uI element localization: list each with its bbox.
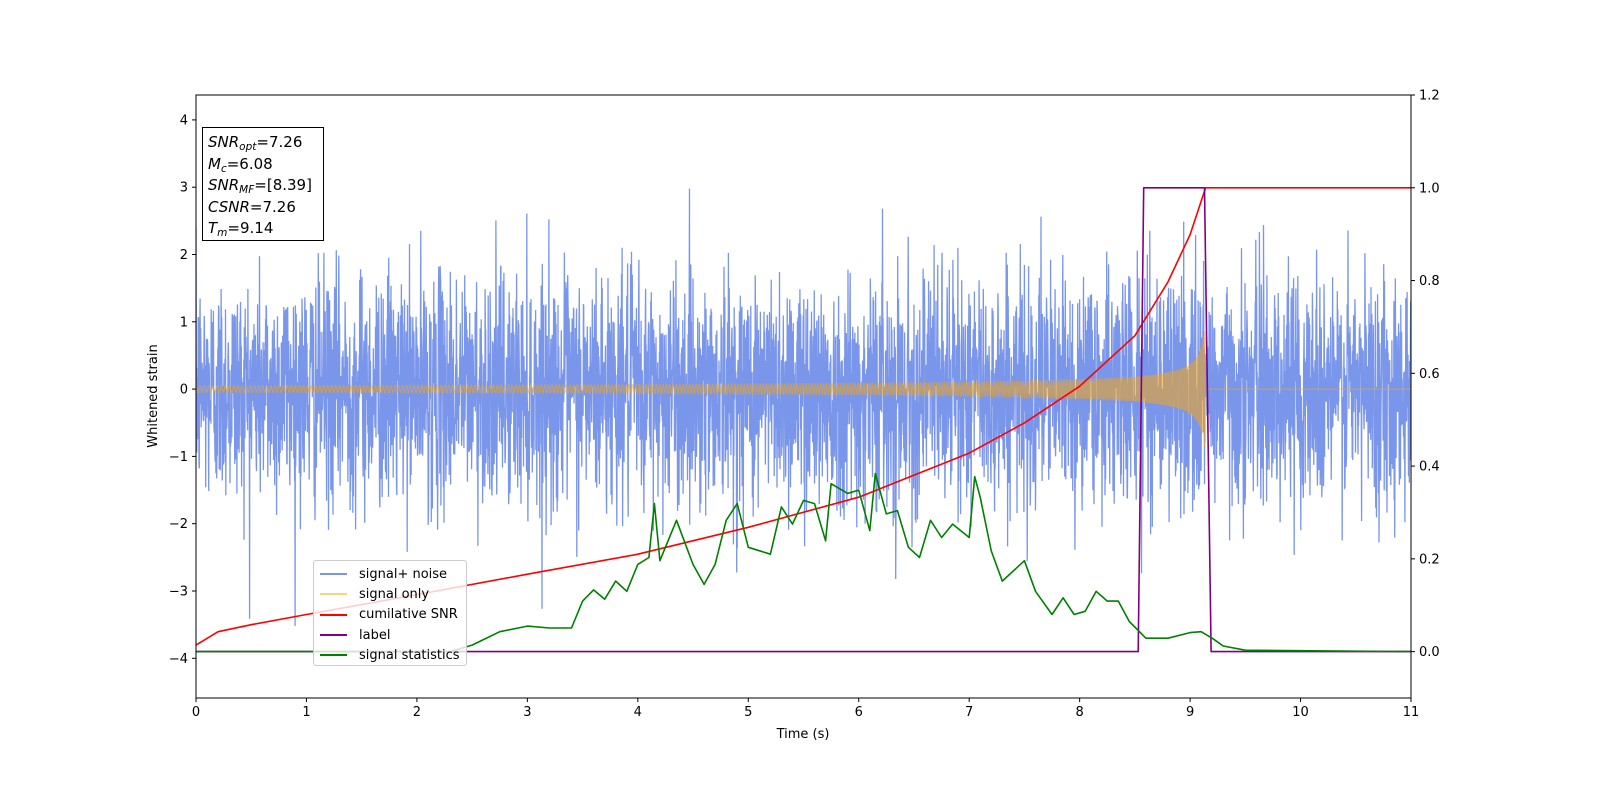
x-tick-label: 2 bbox=[413, 705, 421, 720]
y-axis-label: Whitened strain bbox=[146, 344, 161, 447]
y-right-tick-label: 1.2 bbox=[1419, 89, 1440, 104]
legend-label: cumilative SNR bbox=[359, 607, 458, 623]
legend-item-signal-only: signal only bbox=[320, 584, 466, 604]
y-left-tick-label: −1 bbox=[169, 450, 188, 465]
y-left-tick-label: 2 bbox=[180, 248, 188, 263]
x-tick-label: 11 bbox=[1403, 705, 1420, 720]
info-key: SNR bbox=[208, 176, 240, 194]
y-right-tick-label: 0.8 bbox=[1419, 274, 1440, 289]
x-axis-label: Time (s) bbox=[776, 727, 830, 742]
x-tick-label: 9 bbox=[1186, 705, 1194, 720]
legend-label: signal+ noise bbox=[359, 566, 448, 582]
x-tick-label: 6 bbox=[855, 705, 863, 720]
info-subscript: MF bbox=[239, 184, 255, 196]
legend-label: signal statistics bbox=[359, 647, 460, 663]
y-right-tick-label: 0.6 bbox=[1419, 367, 1440, 382]
info-value: =7.26 bbox=[249, 197, 296, 216]
x-tick-label: 1 bbox=[302, 705, 310, 720]
info-value: =7.26 bbox=[256, 133, 303, 151]
tm-line: Tm=9.14 bbox=[208, 218, 323, 240]
snr-opt-line: SNRopt=7.26 bbox=[208, 132, 323, 154]
y-left-tick-label: −4 bbox=[169, 652, 188, 667]
legend-item-cumulative-snr: cumilative SNR bbox=[320, 605, 466, 625]
legend-label: label bbox=[359, 627, 391, 643]
legend-swatch bbox=[320, 593, 347, 596]
legend-swatch bbox=[320, 613, 347, 616]
y-left-tick-label: 0 bbox=[180, 383, 188, 398]
x-tick-label: 10 bbox=[1292, 705, 1309, 720]
x-tick-label: 0 bbox=[192, 705, 200, 720]
info-textbox: SNRopt=7.26 Mc=6.08 SNRMF=[8.39] CSNR=7.… bbox=[202, 127, 324, 241]
info-key: SNR bbox=[208, 133, 240, 151]
ticks: 0 1 2 3 4 5 6 7 8 9 10 11 −4 −3 −2 −1 0 1 2 3 4 0.0 0.2 0.4 0.6 0… bbox=[169, 89, 1440, 721]
legend: signal+ noise signal only cumilative SNR… bbox=[313, 560, 467, 666]
axes-frame bbox=[195, 94, 1412, 699]
y-right-tick-label: 0.2 bbox=[1419, 552, 1440, 567]
y-right-tick-label: 0.4 bbox=[1419, 460, 1440, 475]
series-signal-statistics bbox=[196, 472, 1411, 653]
info-subscript: c bbox=[220, 162, 227, 175]
info-subscript: m bbox=[217, 227, 228, 239]
x-tick-label: 7 bbox=[965, 705, 973, 720]
series-label bbox=[196, 187, 1411, 653]
y-right-tick-label: 1.0 bbox=[1419, 181, 1440, 196]
legend-item-label: label bbox=[320, 625, 466, 645]
mc-line: Mc=6.08 bbox=[208, 154, 323, 176]
y-left-tick-label: 3 bbox=[180, 181, 188, 196]
x-tick-label: 3 bbox=[523, 705, 531, 720]
legend-swatch bbox=[320, 634, 347, 637]
snr-mf-line: SNRMF=[8.39] bbox=[208, 175, 323, 197]
x-tick-label: 8 bbox=[1075, 705, 1083, 720]
info-key: T bbox=[208, 219, 218, 237]
legend-item-signal-noise: signal+ noise bbox=[320, 564, 466, 584]
y-left-tick-label: −2 bbox=[169, 517, 188, 532]
x-tick-label: 4 bbox=[634, 705, 642, 720]
series-cumulative-snr bbox=[196, 187, 1411, 646]
y-left-tick-label: 1 bbox=[180, 315, 188, 330]
info-value: =6.08 bbox=[226, 154, 273, 173]
info-value: =9.14 bbox=[227, 219, 274, 237]
legend-item-signal-statistics: signal statistics bbox=[320, 645, 466, 665]
info-subscript: opt bbox=[239, 141, 257, 153]
legend-swatch bbox=[320, 573, 347, 576]
info-key: CSNR bbox=[208, 197, 250, 216]
info-key: M bbox=[208, 154, 221, 173]
legend-label: signal only bbox=[359, 586, 430, 602]
y-right-tick-label: 0.0 bbox=[1419, 645, 1440, 660]
x-tick-label: 5 bbox=[744, 705, 752, 720]
csnr-line: CSNR=7.26 bbox=[208, 197, 323, 219]
series-signal-only bbox=[196, 331, 1411, 448]
info-value: =[8.39] bbox=[254, 176, 312, 194]
plot-area bbox=[196, 187, 1411, 653]
y-left-tick-label: 4 bbox=[180, 113, 188, 128]
y-left-tick-label: −3 bbox=[169, 584, 188, 599]
legend-swatch bbox=[320, 654, 347, 657]
